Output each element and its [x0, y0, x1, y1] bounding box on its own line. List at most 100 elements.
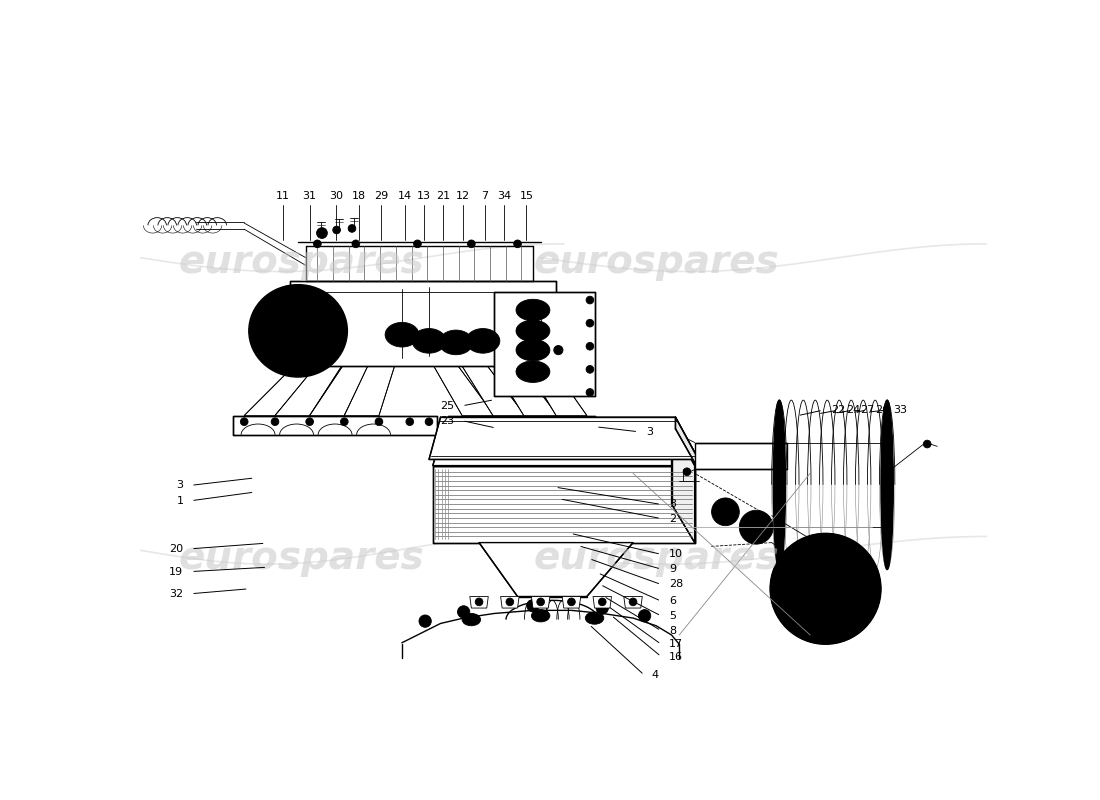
Ellipse shape	[283, 300, 290, 308]
Text: 3: 3	[669, 499, 675, 510]
Ellipse shape	[586, 366, 594, 373]
Ellipse shape	[341, 418, 349, 426]
Text: 12: 12	[455, 191, 470, 201]
Text: 33: 33	[893, 405, 907, 415]
Polygon shape	[429, 417, 698, 459]
Ellipse shape	[412, 329, 446, 353]
Ellipse shape	[506, 598, 514, 606]
Ellipse shape	[586, 342, 594, 350]
Ellipse shape	[258, 291, 338, 371]
Ellipse shape	[683, 468, 691, 476]
Ellipse shape	[535, 325, 547, 337]
Polygon shape	[449, 415, 594, 435]
Ellipse shape	[537, 598, 544, 606]
Ellipse shape	[468, 240, 475, 248]
Ellipse shape	[406, 418, 414, 426]
Ellipse shape	[557, 318, 568, 329]
Ellipse shape	[375, 418, 383, 426]
Text: eurospares: eurospares	[534, 539, 779, 577]
Ellipse shape	[282, 286, 292, 295]
Text: 34: 34	[497, 191, 512, 201]
Ellipse shape	[557, 294, 568, 306]
Polygon shape	[495, 292, 594, 396]
Text: 11: 11	[275, 191, 289, 201]
Polygon shape	[500, 597, 519, 608]
Text: 22: 22	[830, 405, 845, 415]
Text: 5: 5	[669, 611, 675, 621]
Text: 21: 21	[437, 191, 451, 201]
Text: 9: 9	[669, 564, 676, 574]
Text: 3: 3	[646, 426, 653, 437]
Text: 8: 8	[669, 626, 676, 636]
Text: eurospares: eurospares	[534, 242, 779, 281]
Text: 6: 6	[669, 596, 675, 606]
Text: eurospares: eurospares	[179, 539, 425, 577]
Ellipse shape	[466, 329, 499, 353]
Ellipse shape	[305, 286, 315, 295]
Ellipse shape	[557, 418, 564, 426]
Polygon shape	[433, 466, 695, 542]
Ellipse shape	[451, 418, 459, 426]
Text: 29: 29	[374, 191, 388, 201]
Ellipse shape	[586, 296, 594, 304]
Ellipse shape	[249, 285, 348, 377]
Text: 10: 10	[669, 550, 683, 559]
Ellipse shape	[283, 327, 290, 334]
Polygon shape	[290, 281, 556, 366]
Polygon shape	[275, 350, 352, 415]
Ellipse shape	[598, 598, 606, 606]
Text: 24: 24	[846, 405, 860, 415]
Ellipse shape	[579, 418, 587, 426]
Polygon shape	[470, 597, 488, 608]
Ellipse shape	[516, 339, 550, 361]
Text: 27: 27	[860, 405, 875, 415]
Polygon shape	[244, 358, 326, 415]
Ellipse shape	[348, 225, 356, 232]
Polygon shape	[671, 423, 695, 542]
Text: 7: 7	[482, 191, 488, 201]
Polygon shape	[480, 342, 558, 415]
Ellipse shape	[821, 584, 830, 594]
Ellipse shape	[881, 400, 893, 570]
Ellipse shape	[516, 299, 550, 321]
Ellipse shape	[314, 240, 321, 248]
Text: eurospares: eurospares	[179, 242, 425, 281]
Text: 18: 18	[352, 191, 366, 201]
Ellipse shape	[282, 314, 315, 348]
Text: 16: 16	[669, 651, 683, 662]
Text: 30: 30	[329, 191, 343, 201]
Ellipse shape	[439, 330, 473, 354]
Polygon shape	[624, 597, 642, 608]
Ellipse shape	[516, 361, 550, 382]
Ellipse shape	[462, 614, 481, 626]
Ellipse shape	[923, 440, 931, 448]
Ellipse shape	[638, 610, 651, 622]
Ellipse shape	[527, 599, 539, 612]
Polygon shape	[695, 442, 788, 470]
Ellipse shape	[586, 389, 594, 396]
Text: 23: 23	[440, 416, 454, 426]
Polygon shape	[510, 338, 587, 415]
Ellipse shape	[568, 598, 575, 606]
Text: 25: 25	[440, 401, 454, 411]
Text: 3: 3	[176, 480, 184, 490]
Ellipse shape	[557, 341, 568, 352]
Ellipse shape	[585, 612, 604, 624]
Text: 17: 17	[669, 639, 683, 650]
Ellipse shape	[385, 322, 419, 347]
Polygon shape	[429, 358, 495, 415]
Polygon shape	[593, 597, 612, 608]
Ellipse shape	[773, 400, 785, 570]
Polygon shape	[480, 542, 634, 597]
Polygon shape	[675, 417, 698, 470]
Polygon shape	[233, 415, 437, 435]
Ellipse shape	[770, 534, 881, 644]
Text: 15: 15	[519, 191, 534, 201]
Ellipse shape	[240, 418, 248, 426]
Ellipse shape	[306, 418, 313, 426]
Text: 20: 20	[169, 544, 184, 554]
Ellipse shape	[553, 346, 563, 354]
Ellipse shape	[516, 320, 550, 342]
Polygon shape	[344, 342, 403, 415]
Text: 28: 28	[669, 579, 683, 590]
